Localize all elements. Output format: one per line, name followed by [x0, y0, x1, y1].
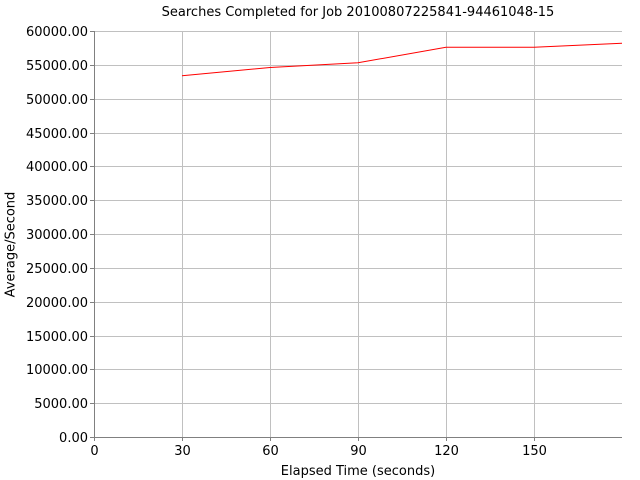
y-tick-label: 60000.00	[26, 25, 88, 40]
y-tick-label: 55000.00	[26, 59, 88, 74]
y-tick-label: 5000.00	[34, 397, 88, 412]
y-tick-label: 15000.00	[26, 330, 88, 345]
y-tick-label: 35000.00	[26, 194, 88, 209]
chart-title: Searches Completed for Job 2010080722584…	[161, 5, 555, 20]
y-tick-label: 30000.00	[26, 228, 88, 243]
y-tick-label: 0.00	[59, 431, 88, 446]
x-tick-label: 60	[262, 444, 279, 459]
x-tick-label: 0	[90, 444, 98, 459]
series-line	[181, 42, 623, 77]
x-tick-label: 150	[522, 444, 547, 459]
y-tick-label: 20000.00	[26, 296, 88, 311]
y-tick-label: 45000.00	[26, 127, 88, 142]
y-tick-label: 50000.00	[26, 93, 88, 108]
y-tick-label: 10000.00	[26, 363, 88, 378]
x-axis-label: Elapsed Time (seconds)	[280, 464, 436, 479]
y-tick-label: 40000.00	[26, 160, 88, 175]
x-tick-label: 90	[350, 444, 367, 459]
x-tick-label: 30	[174, 444, 191, 459]
x-tick-label: 120	[434, 444, 459, 459]
y-tick-label: 25000.00	[26, 262, 88, 277]
